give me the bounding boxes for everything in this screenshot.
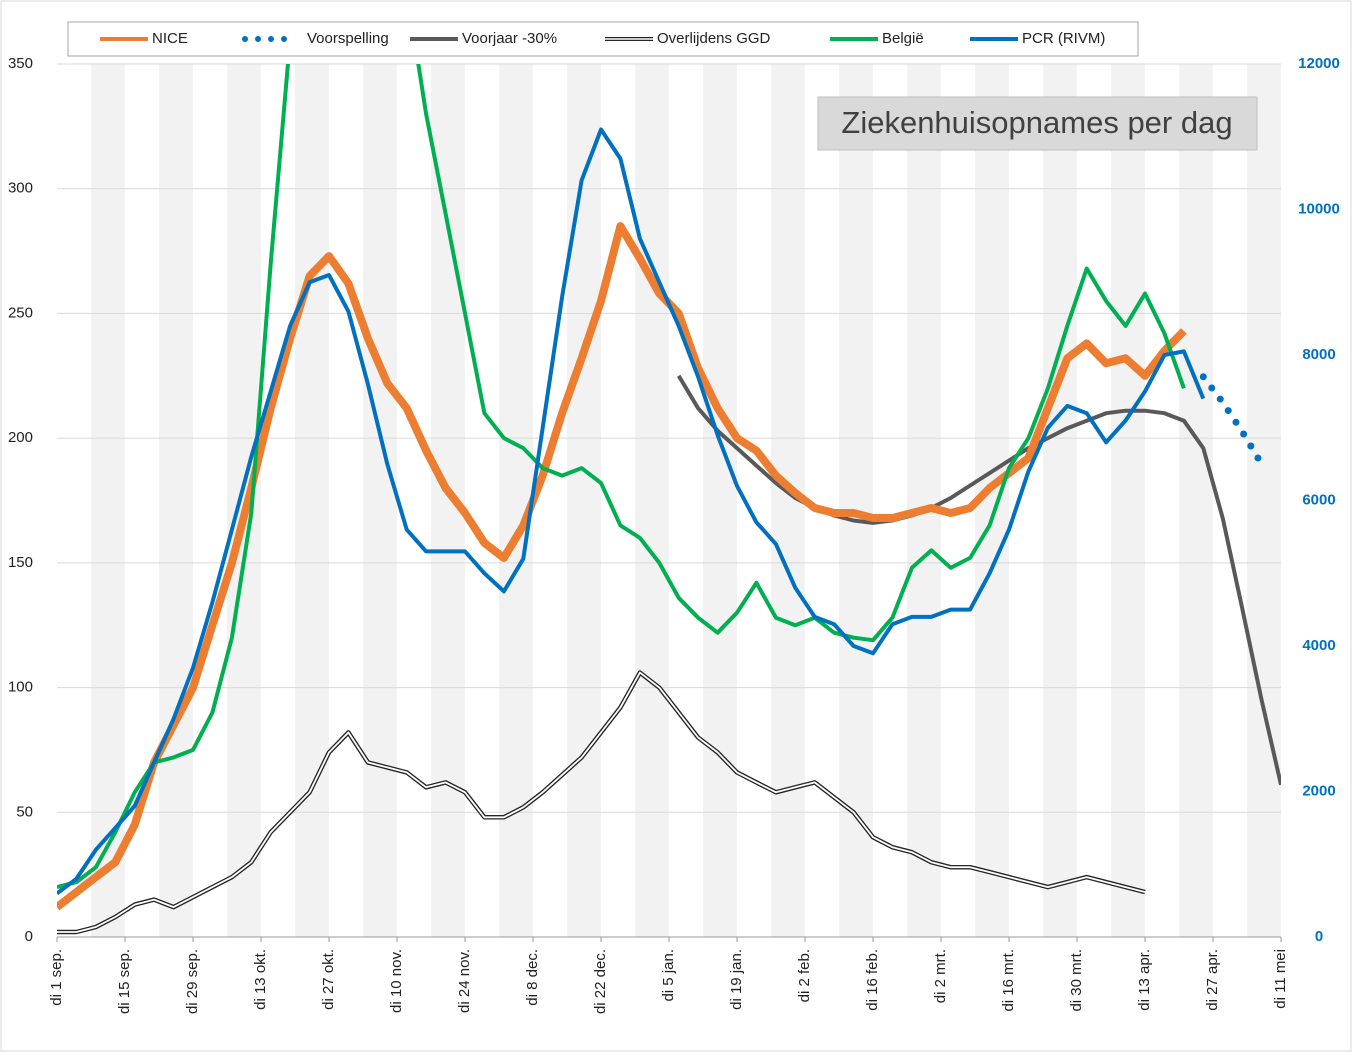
- x-tick-label: di 2 feb.: [796, 949, 813, 1002]
- x-tick-label: di 8 dec.: [524, 949, 541, 1006]
- y2-tick-label: 10000: [1298, 200, 1340, 217]
- week-stripe: [363, 64, 397, 937]
- week-stripe: [703, 64, 737, 937]
- legend-label: PCR (RIVM): [1022, 30, 1105, 47]
- week-stripe: [499, 64, 533, 937]
- week-stripe: [159, 64, 193, 937]
- plot-background: [91, 64, 1281, 937]
- x-tick-label: di 13 okt.: [252, 949, 269, 1010]
- y-tick-label: 300: [8, 180, 33, 197]
- title-box: [817, 96, 1258, 151]
- week-stripe: [1043, 64, 1077, 937]
- week-stripe: [295, 64, 329, 937]
- week-stripe: [567, 64, 601, 937]
- legend-label: Voorjaar -30%: [462, 30, 557, 47]
- week-stripe: [839, 64, 873, 937]
- y2-tick-label: 6000: [1302, 491, 1335, 508]
- x-tick-label: di 27 apr.: [1204, 949, 1221, 1011]
- y-tick-label: 0: [25, 928, 33, 945]
- y2-tick-label: 12000: [1298, 55, 1340, 72]
- series-line: [1199, 373, 1266, 468]
- week-stripe: [1247, 64, 1281, 937]
- chart-title: Ziekenhuisopnames per dag: [841, 105, 1232, 140]
- x-tick-label: di 30 mrt.: [1068, 949, 1085, 1012]
- y2-tick-label: 4000: [1302, 637, 1335, 654]
- x-tick-label: di 5 jan.: [660, 949, 677, 1002]
- legend-label: NICE: [152, 30, 188, 47]
- plot-lines: [57, 64, 1281, 935]
- x-tick-label: di 13 apr.: [1136, 949, 1153, 1011]
- y2-tick-label: 8000: [1302, 346, 1335, 363]
- x-tick-label: di 2 mrt.: [932, 949, 949, 1003]
- week-stripe: [635, 64, 669, 937]
- y-tick-label: 250: [8, 304, 33, 321]
- y2-tick-label: 2000: [1302, 782, 1335, 799]
- x-tick-label: di 15 sep.: [116, 949, 133, 1014]
- x-tick-label: di 11 mei: [1272, 949, 1289, 1009]
- x-tick-label: di 10 nov.: [388, 949, 405, 1013]
- x-tick-label: di 1 sep.: [48, 949, 65, 1006]
- x-tick-label: di 16 mrt.: [1000, 949, 1017, 1012]
- legend-label: België: [882, 30, 924, 47]
- y-tick-label: 200: [8, 429, 33, 446]
- week-stripe: [91, 64, 125, 937]
- y-tick-label: 150: [8, 554, 33, 571]
- week-stripe: [1111, 64, 1145, 937]
- x-tick-label: di 24 nov.: [456, 949, 473, 1013]
- week-stripe: [1179, 64, 1213, 937]
- series-line: [676, 374, 1281, 786]
- y-tick-label: 350: [8, 55, 33, 72]
- x-tick-label: di 16 feb.: [864, 949, 881, 1011]
- legend-label: Voorspelling: [307, 30, 389, 47]
- series-line-inner: [57, 671, 1146, 933]
- x-tick-label: di 19 jan.: [728, 949, 745, 1010]
- y2-tick-label: 0: [1315, 928, 1323, 945]
- legend: NICE Voorspelling Voorjaar -30% Overlijdens…: [100, 30, 1105, 47]
- axes: 0 50 100 150 200 250 300 350 0 2000 4000 6000 8000 10…: [8, 55, 1340, 1014]
- series-line: [57, 127, 1206, 895]
- week-stripe: [907, 64, 941, 937]
- series-line: [57, 64, 1186, 890]
- x-tick-label: di 29 sep.: [184, 949, 201, 1014]
- x-tick-label: di 27 okt.: [320, 949, 337, 1010]
- legend-label: Overlijdens GGD: [657, 30, 771, 47]
- series-line: [57, 222, 1187, 911]
- x-tick-label: di 22 dec.: [592, 949, 609, 1014]
- grid: [57, 63, 1281, 938]
- y-tick-label: 100: [8, 679, 33, 696]
- y-tick-label: 50: [16, 803, 33, 820]
